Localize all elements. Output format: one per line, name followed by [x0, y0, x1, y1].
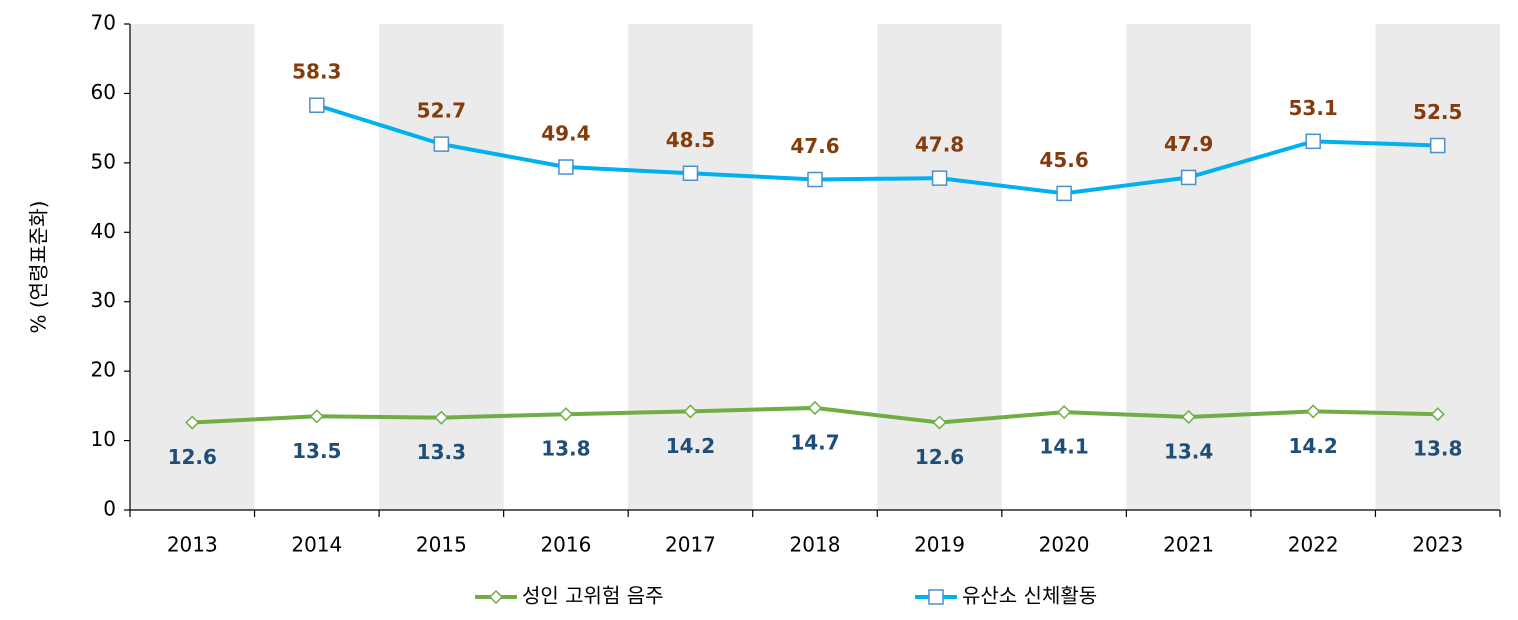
marker [807, 400, 823, 416]
legend-label: 성인 고위험 음주 [522, 584, 664, 608]
value-label: 47.8 [915, 133, 964, 157]
legend-label: 유산소 신체활동 [962, 584, 1097, 608]
marker [683, 404, 698, 419]
marker [185, 415, 200, 430]
x-tick-label: 2018 [790, 533, 841, 557]
marker [1056, 185, 1072, 202]
value-label: 52.5 [1413, 100, 1462, 124]
marker [682, 165, 699, 182]
background-band [1375, 24, 1500, 510]
background-band [130, 24, 255, 510]
value-label: 13.8 [1413, 437, 1462, 461]
y-tick-label: 30 [91, 288, 116, 312]
value-label: 48.5 [666, 128, 715, 152]
marker [1306, 404, 1321, 419]
y-tick-label: 60 [91, 80, 116, 104]
marker [309, 409, 324, 424]
value-label: 13.5 [292, 439, 341, 463]
marker [309, 97, 325, 113]
y-tick-label: 50 [91, 149, 116, 173]
background-band [379, 24, 504, 510]
value-label: 47.6 [790, 134, 839, 158]
series-line [316, 103, 1438, 196]
legend-marker [928, 589, 944, 605]
value-label: 14.2 [1289, 434, 1338, 458]
y-tick-label: 20 [91, 358, 116, 382]
marker [807, 171, 823, 188]
background-band [1126, 24, 1251, 510]
x-tick-label: 2014 [291, 533, 342, 557]
y-axis-label: % (연령표준화) [27, 201, 51, 334]
marker [1181, 409, 1196, 425]
marker [558, 159, 574, 175]
value-label: 12.6 [915, 445, 964, 469]
background-band [877, 24, 1002, 510]
y-tick-label: 70 [91, 11, 116, 35]
x-tick-label: 2017 [665, 533, 716, 557]
marker [434, 410, 449, 425]
value-label: 12.6 [168, 445, 217, 469]
marker [558, 407, 573, 422]
marker [932, 415, 947, 430]
x-tick-label: 2022 [1288, 533, 1339, 557]
x-tick-label: 2015 [416, 533, 467, 557]
value-label: 13.3 [417, 440, 466, 464]
y-tick-label: 10 [91, 427, 116, 451]
value-label: 58.3 [292, 60, 341, 84]
value-label: 45.6 [1039, 148, 1088, 172]
marker [1430, 407, 1445, 422]
value-label: 52.7 [417, 99, 466, 123]
marker [1180, 169, 1197, 186]
x-tick-label: 2013 [167, 533, 218, 557]
x-tick-label: 2023 [1412, 533, 1463, 557]
background-band [628, 24, 753, 510]
value-label: 14.1 [1039, 435, 1088, 459]
legend-marker [488, 589, 504, 605]
x-tick-label: 2019 [914, 533, 965, 557]
marker [1429, 137, 1446, 154]
y-tick-label: 0 [103, 497, 116, 521]
marker [433, 136, 450, 152]
x-tick-label: 2016 [540, 533, 591, 557]
x-tick-label: 2020 [1039, 533, 1090, 557]
value-label: 14.2 [666, 434, 715, 458]
x-tick-label: 2021 [1163, 533, 1214, 557]
y-tick-label: 40 [91, 219, 116, 243]
marker [1057, 405, 1072, 420]
value-label: 47.9 [1164, 132, 1213, 156]
value-label: 49.4 [541, 122, 590, 146]
value-label: 13.8 [541, 437, 590, 461]
value-label: 14.7 [790, 430, 839, 454]
marker [931, 170, 948, 186]
value-label: 53.1 [1289, 96, 1338, 120]
marker [1305, 133, 1321, 150]
value-label: 13.4 [1164, 439, 1213, 463]
